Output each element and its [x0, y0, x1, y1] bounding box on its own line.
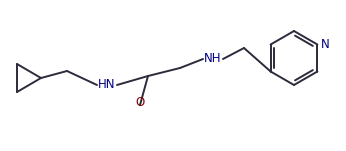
- Text: NH: NH: [204, 53, 222, 66]
- Text: N: N: [321, 38, 330, 51]
- Text: HN: HN: [98, 79, 116, 92]
- Text: O: O: [135, 96, 145, 109]
